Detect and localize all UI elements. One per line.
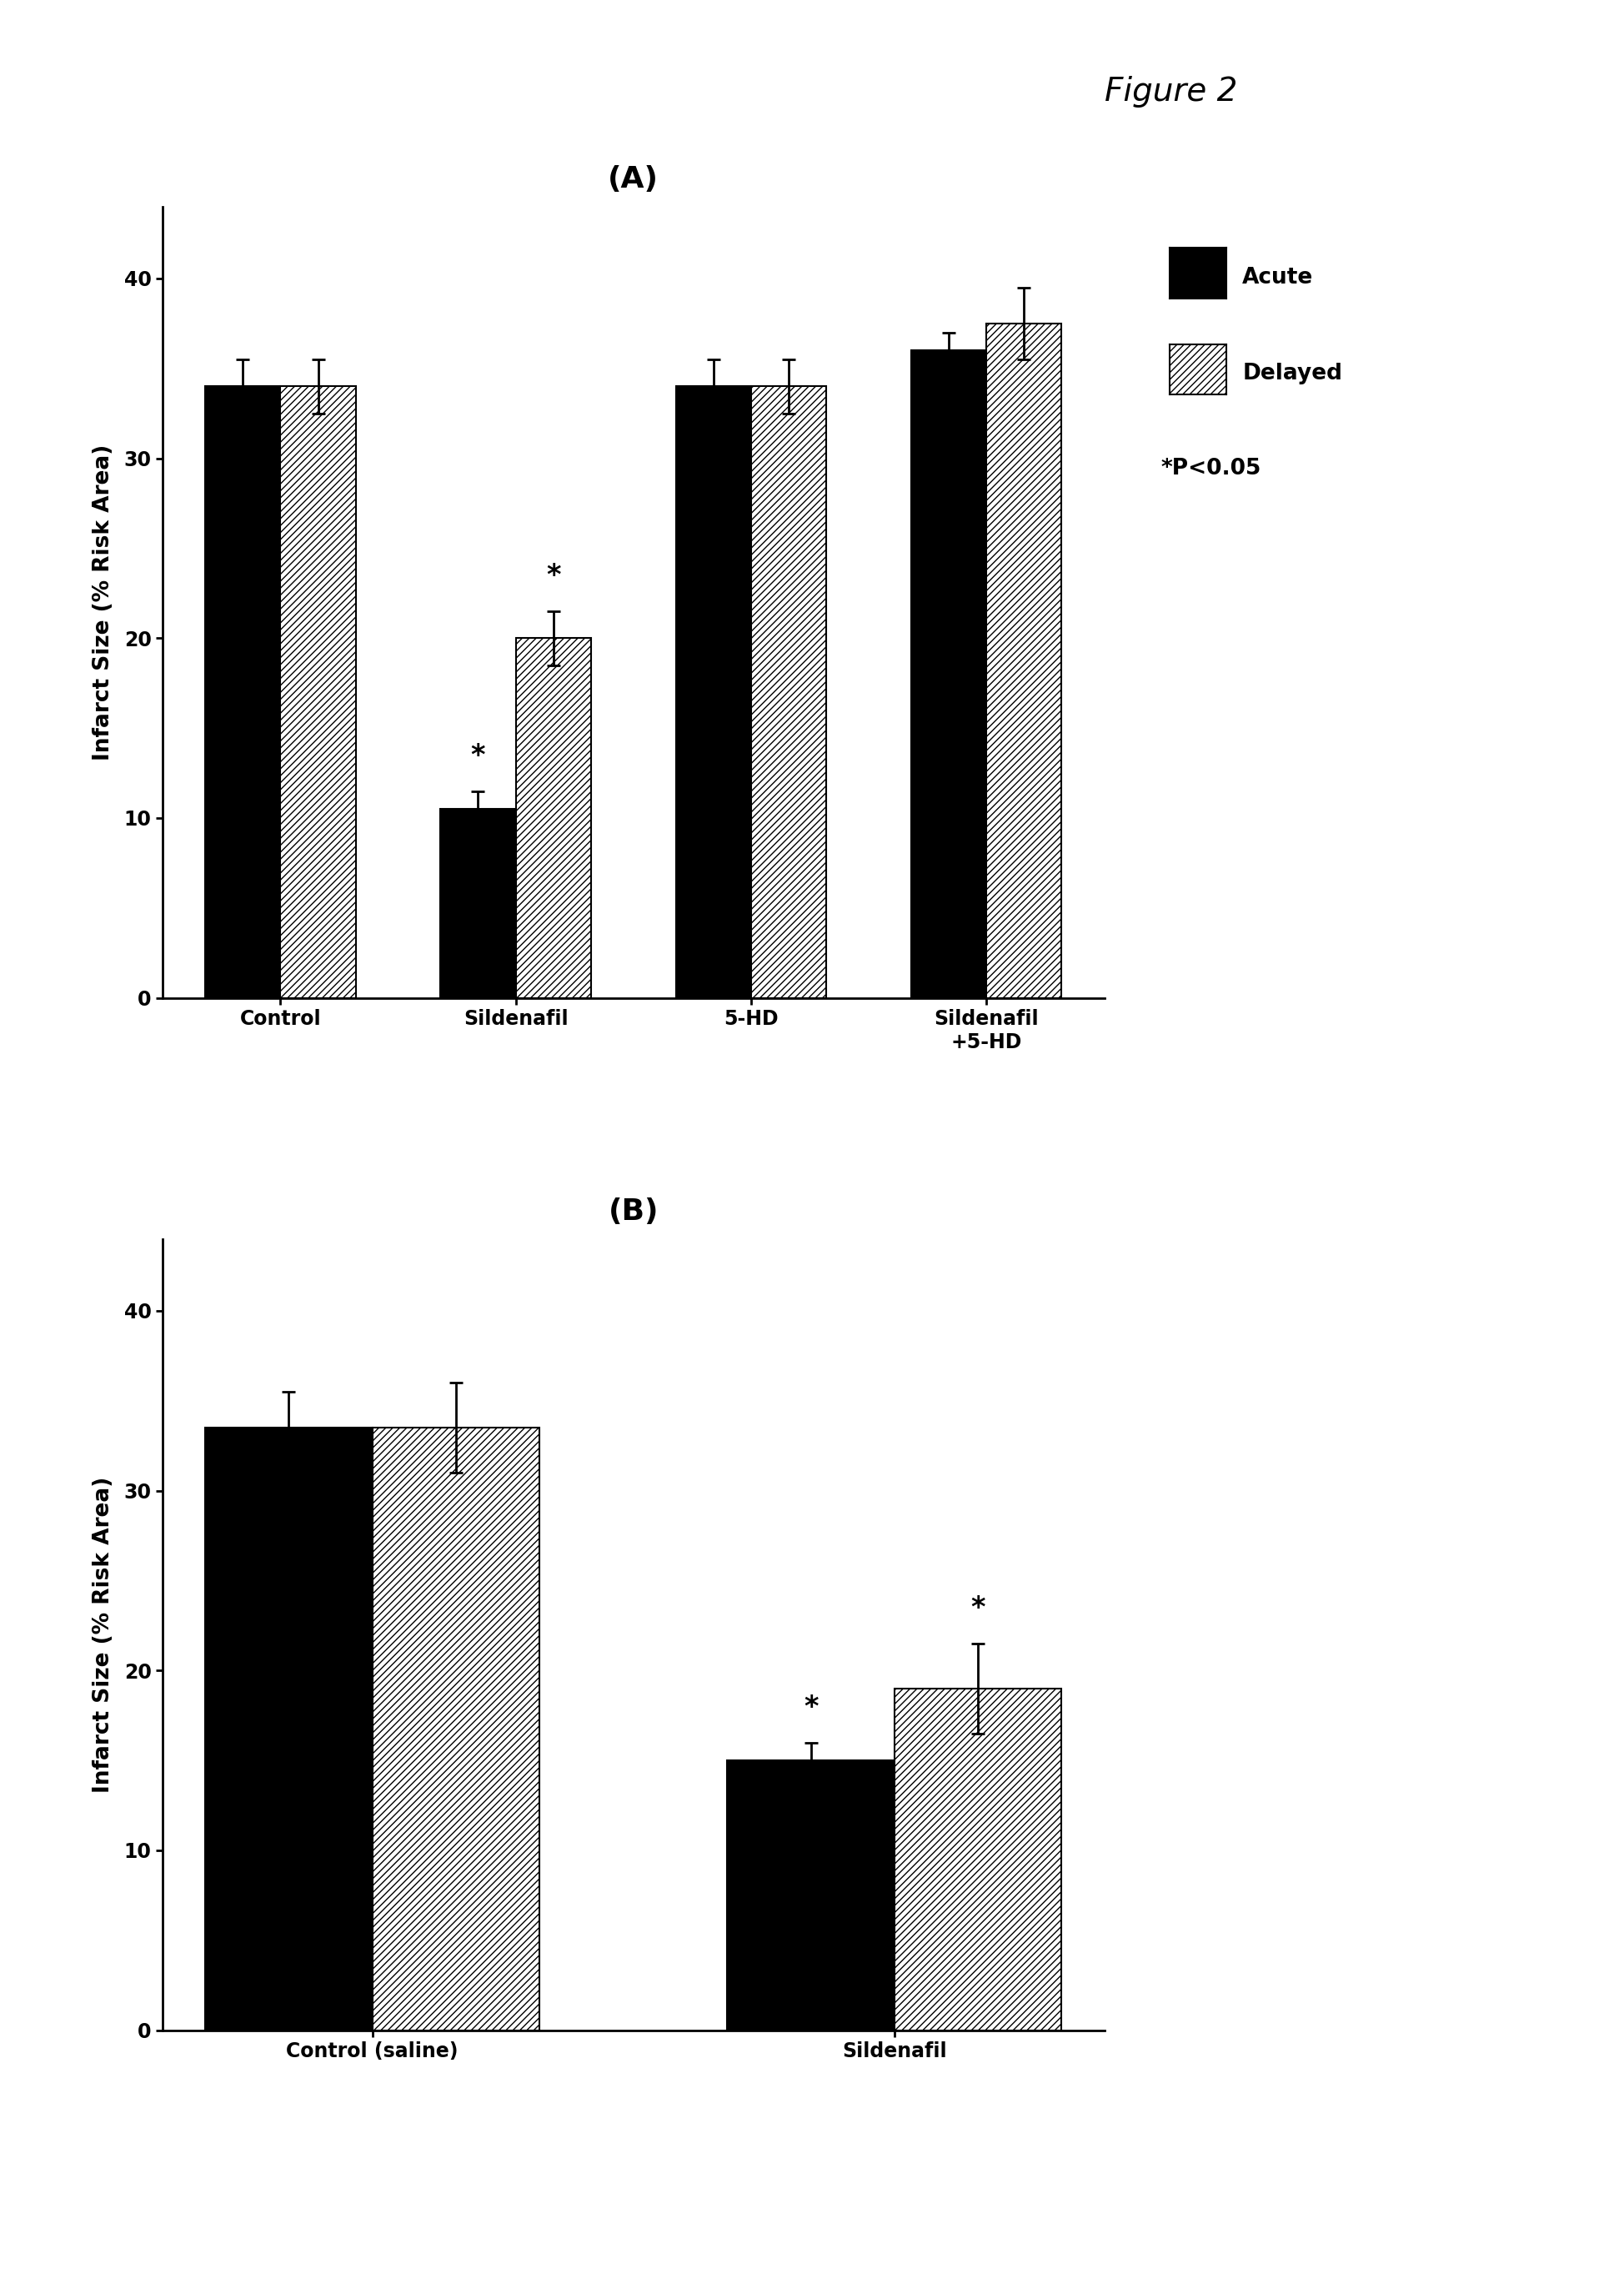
Bar (986, 323, 1062, 998)
Text: *: * (804, 1693, 818, 1720)
Bar (205, 385, 281, 998)
Bar (750, 385, 827, 998)
Text: Acute: Acute (1242, 266, 1314, 289)
Bar (676, 385, 750, 998)
Bar (911, 351, 986, 998)
Y-axis label: Infarct Size (% Risk Area): Infarct Size (% Risk Area) (93, 445, 115, 759)
Title: (A): (A) (607, 165, 659, 193)
Text: Delayed: Delayed (1242, 362, 1343, 385)
Bar (440, 810, 516, 998)
Y-axis label: Infarct Size (% Risk Area): Infarct Size (% Risk Area) (93, 1477, 115, 1792)
Bar (281, 385, 356, 998)
Text: *: * (546, 562, 560, 590)
Text: *: * (471, 741, 486, 768)
Text: Figure 2: Figure 2 (1104, 76, 1237, 108)
Bar (516, 638, 591, 998)
Bar (205, 1427, 372, 2030)
Bar (372, 1427, 539, 2030)
Text: *: * (971, 1594, 986, 1622)
Bar (728, 1759, 895, 2030)
Title: (B): (B) (607, 1197, 659, 1225)
Bar (895, 1688, 1062, 2030)
Text: *P<0.05: *P<0.05 (1161, 459, 1262, 479)
